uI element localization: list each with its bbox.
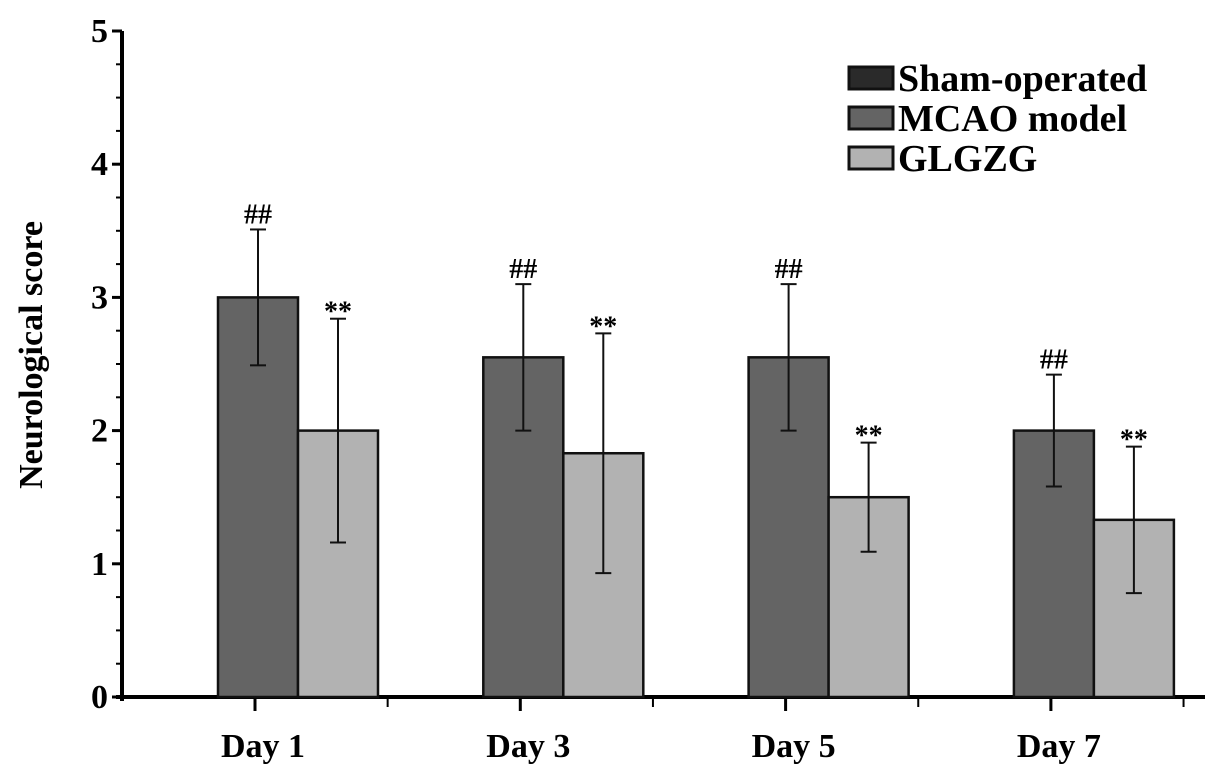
y-tick-label: 2 [91,413,108,450]
significance-marker: ## [1040,345,1068,376]
significance-marker: ## [244,199,272,230]
y-tick-label: 1 [91,546,108,583]
legend-label: MCAO model [898,98,1127,140]
significance-marker: ## [509,254,537,285]
significance-marker: ** [855,421,883,452]
legend-label: Sham-operated [898,58,1147,100]
y-axis-label: Neurological score [13,221,50,489]
x-tick-label: Day 1 [221,728,305,765]
x-tick-label: Day 5 [752,728,836,765]
significance-marker: ** [589,311,617,342]
y-tick-label: 0 [91,679,108,716]
y-tick-label: 4 [91,146,108,183]
y-tick-label: 5 [91,13,108,50]
legend-swatch [847,105,895,131]
y-tick-label: 3 [91,279,108,316]
legend-label: GLGZG [898,138,1037,180]
x-tick-label: Day 3 [486,728,570,765]
significance-marker: ** [324,297,352,328]
significance-marker: ** [1120,425,1148,456]
legend-swatch [847,65,895,91]
x-tick-label: Day 7 [1017,728,1101,765]
significance-marker: ## [775,254,803,285]
legend-swatch [847,145,895,171]
